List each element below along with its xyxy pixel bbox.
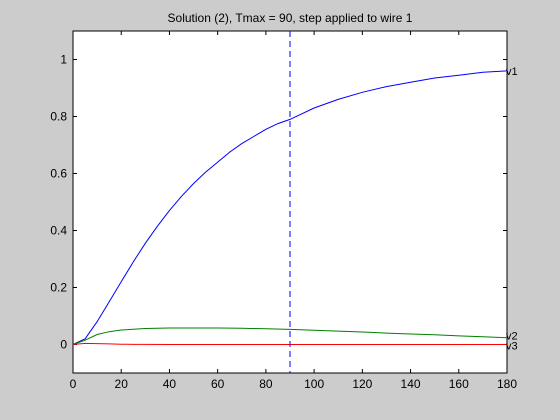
y-axis: 0 0.2 0.4 0.6 0.8 1	[50, 53, 507, 352]
x-tick-label: 180	[497, 377, 517, 391]
x-tick-label: 120	[352, 377, 372, 391]
y-tick-label: 0.8	[50, 110, 67, 124]
x-tick-label: 40	[163, 377, 177, 391]
x-tick-label: 140	[401, 377, 421, 391]
y-tick-label: 0	[60, 338, 67, 352]
x-tick-label: 100	[304, 377, 324, 391]
x-tick-label: 20	[115, 377, 129, 391]
x-tick-label: 160	[449, 377, 469, 391]
y-tick-label: 1	[60, 53, 67, 67]
series-label-v1: v1	[506, 66, 518, 78]
series-label-v3: v3	[506, 341, 518, 353]
series-line-v1	[72, 70, 508, 345]
series-line-v3	[72, 342, 507, 345]
series-group	[72, 70, 508, 345]
x-tick-label: 80	[259, 377, 273, 391]
y-tick-label: 0.4	[50, 224, 67, 238]
x-tick-label: 60	[211, 377, 225, 391]
x-tick-label: 0	[70, 377, 77, 391]
series-label-v2: v2	[506, 331, 518, 343]
x-axis: 0 20 40 60 80 100 120 140 160 180	[70, 31, 517, 391]
series-line-v2	[72, 327, 508, 345]
chart-title: Solution (2), Tmax = 90, step applied to…	[168, 11, 413, 25]
y-tick-label: 0.2	[50, 281, 67, 295]
y-tick-label: 0.6	[50, 167, 67, 181]
